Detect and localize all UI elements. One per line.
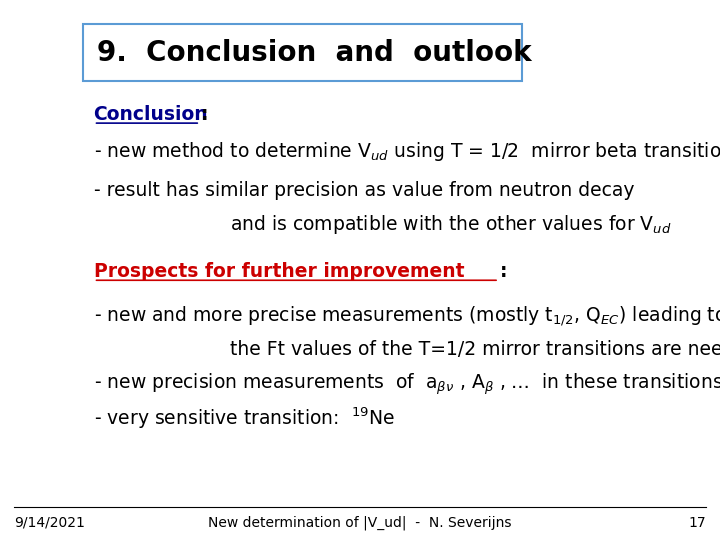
Text: the Ft values of the T=1/2 mirror transitions are needed: the Ft values of the T=1/2 mirror transi… xyxy=(230,340,720,360)
Text: and is compatible with the other values for V$_{ud}$: and is compatible with the other values … xyxy=(230,213,672,235)
Text: - result has similar precision as value from neutron decay: - result has similar precision as value … xyxy=(94,180,634,200)
Text: - new method to determine V$_{ud}$ using T = 1/2  mirror beta transitions: - new method to determine V$_{ud}$ using… xyxy=(94,140,720,163)
Text: 9.  Conclusion  and  outlook: 9. Conclusion and outlook xyxy=(97,39,532,67)
Text: 17: 17 xyxy=(688,516,706,530)
Text: :: : xyxy=(500,262,507,281)
Text: - very sensitive transition:  $^{19}$Ne: - very sensitive transition: $^{19}$Ne xyxy=(94,406,395,431)
Text: Conclusion: Conclusion xyxy=(94,105,208,124)
Text: New determination of |V_ud|  -  N. Severijns: New determination of |V_ud| - N. Severij… xyxy=(208,516,512,530)
Text: 9/14/2021: 9/14/2021 xyxy=(14,516,85,530)
Text: Prospects for further improvement: Prospects for further improvement xyxy=(94,262,464,281)
Text: - new and more precise measurements (mostly t$_{1/2}$, Q$_{EC}$) leading to: - new and more precise measurements (mos… xyxy=(94,304,720,328)
FancyBboxPatch shape xyxy=(83,24,522,81)
Text: :: : xyxy=(201,105,208,124)
Text: - new precision measurements  of  a$_{\beta\nu}$ , A$_{\beta}$ , …  in these tra: - new precision measurements of a$_{\bet… xyxy=(94,372,720,397)
